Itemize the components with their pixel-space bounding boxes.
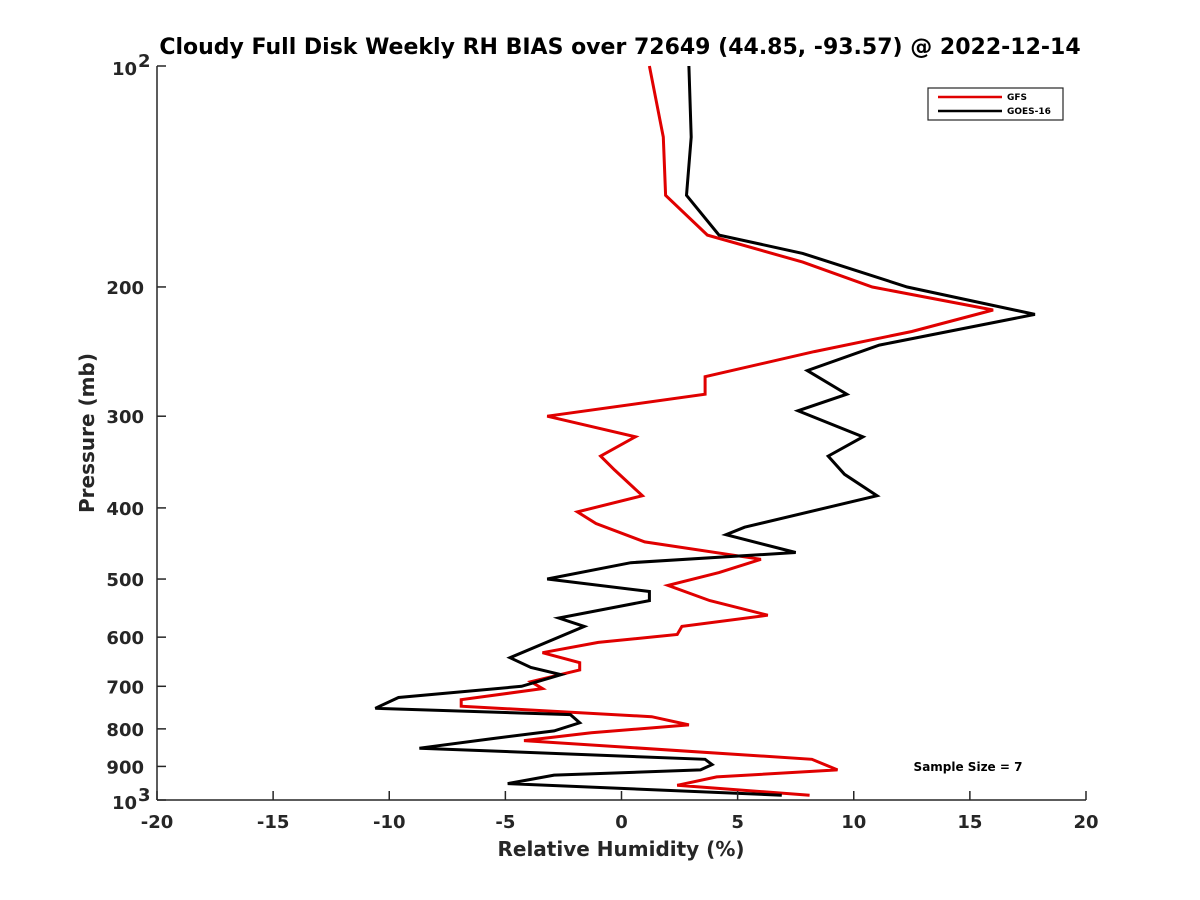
y-tick-label: 400 xyxy=(106,499,144,520)
y-tick-label: 700 xyxy=(106,677,144,698)
plot-lines xyxy=(374,65,1036,797)
sample-size-annotation: Sample Size = 7 xyxy=(914,760,1023,774)
x-tick-label: -5 xyxy=(495,812,515,833)
legend-box xyxy=(927,87,1064,121)
y-axis-label: Pressure (mb) xyxy=(75,353,99,513)
y-tick-label: 10 xyxy=(112,59,137,80)
series-line-gfs xyxy=(459,65,994,797)
y-tick-label: 300 xyxy=(106,407,144,428)
chart-title: Cloudy Full Disk Weekly RH BIAS over 726… xyxy=(159,35,1080,60)
x-tick-label: 15 xyxy=(957,812,982,833)
y-tick-label: 500 xyxy=(106,570,144,591)
y-tick-label: 600 xyxy=(106,628,144,649)
x-tick-label: -15 xyxy=(257,812,290,833)
legend: GFS GOES-16 xyxy=(927,87,1064,121)
x-tick-label: 5 xyxy=(731,812,744,833)
x-tick-label: 20 xyxy=(1073,812,1098,833)
y-tick-exponent: 3 xyxy=(138,785,151,806)
series-line-goes16 xyxy=(374,65,1036,797)
y-tick-label: 10 xyxy=(112,793,137,814)
x-axis-label: Relative Humidity (%) xyxy=(497,837,744,861)
x-tick-label: 10 xyxy=(841,812,866,833)
legend-label-gfs: GFS xyxy=(1007,93,1027,103)
y-tick-label: 900 xyxy=(106,757,144,778)
y-tick-label: 200 xyxy=(106,278,144,299)
y-tick-exponent: 2 xyxy=(138,51,151,72)
legend-label-goes16: GOES-16 xyxy=(1007,107,1051,117)
x-ticks: -20 -15 -10 -5 0 5 10 15 20 xyxy=(141,791,1099,833)
x-tick-label: -10 xyxy=(373,812,406,833)
x-tick-label: -20 xyxy=(141,812,174,833)
x-tick-label: 0 xyxy=(615,812,628,833)
y-tick-label: 800 xyxy=(106,720,144,741)
